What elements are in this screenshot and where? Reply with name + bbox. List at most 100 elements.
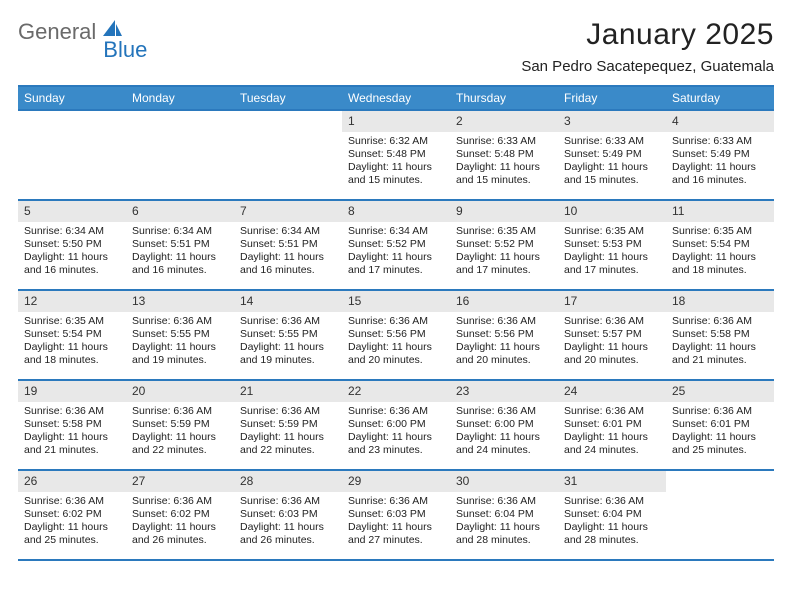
day-number: 14 — [234, 291, 342, 312]
day-number: 25 — [666, 381, 774, 402]
sunset-line: Sunset: 5:54 PM — [24, 328, 120, 341]
day-body: Sunrise: 6:36 AMSunset: 5:59 PMDaylight:… — [234, 402, 342, 464]
daylight-line: Daylight: 11 hours and 25 minutes. — [24, 521, 120, 547]
day-cell: 12Sunrise: 6:35 AMSunset: 5:54 PMDayligh… — [18, 291, 126, 379]
day-cell: 9Sunrise: 6:35 AMSunset: 5:52 PMDaylight… — [450, 201, 558, 289]
day-body: Sunrise: 6:36 AMSunset: 5:58 PMDaylight:… — [666, 312, 774, 374]
day-cell: 4Sunrise: 6:33 AMSunset: 5:49 PMDaylight… — [666, 111, 774, 199]
day-number: 8 — [342, 201, 450, 222]
daylight-line: Daylight: 11 hours and 16 minutes. — [24, 251, 120, 277]
week-row: 26Sunrise: 6:36 AMSunset: 6:02 PMDayligh… — [18, 471, 774, 561]
sunrise-line: Sunrise: 6:36 AM — [456, 405, 552, 418]
day-body: Sunrise: 6:36 AMSunset: 6:04 PMDaylight:… — [558, 492, 666, 554]
week-row: 12Sunrise: 6:35 AMSunset: 5:54 PMDayligh… — [18, 291, 774, 381]
weekday-header: Sunday — [18, 87, 126, 111]
day-body: Sunrise: 6:36 AMSunset: 5:58 PMDaylight:… — [18, 402, 126, 464]
empty-cell — [666, 471, 774, 559]
daylight-line: Daylight: 11 hours and 15 minutes. — [564, 161, 660, 187]
sunrise-line: Sunrise: 6:36 AM — [348, 315, 444, 328]
sunset-line: Sunset: 6:02 PM — [132, 508, 228, 521]
day-cell: 28Sunrise: 6:36 AMSunset: 6:03 PMDayligh… — [234, 471, 342, 559]
day-body: Sunrise: 6:32 AMSunset: 5:48 PMDaylight:… — [342, 132, 450, 194]
sunrise-line: Sunrise: 6:36 AM — [456, 315, 552, 328]
day-body: Sunrise: 6:33 AMSunset: 5:49 PMDaylight:… — [666, 132, 774, 194]
day-number: 21 — [234, 381, 342, 402]
empty-cell — [126, 111, 234, 199]
day-number: 24 — [558, 381, 666, 402]
day-cell: 15Sunrise: 6:36 AMSunset: 5:56 PMDayligh… — [342, 291, 450, 379]
day-cell: 29Sunrise: 6:36 AMSunset: 6:03 PMDayligh… — [342, 471, 450, 559]
daylight-line: Daylight: 11 hours and 19 minutes. — [132, 341, 228, 367]
sunrise-line: Sunrise: 6:36 AM — [348, 405, 444, 418]
day-body: Sunrise: 6:34 AMSunset: 5:52 PMDaylight:… — [342, 222, 450, 284]
sunset-line: Sunset: 5:50 PM — [24, 238, 120, 251]
daylight-line: Daylight: 11 hours and 17 minutes. — [348, 251, 444, 277]
day-number: 2 — [450, 111, 558, 132]
day-number: 20 — [126, 381, 234, 402]
daylight-line: Daylight: 11 hours and 21 minutes. — [24, 431, 120, 457]
daylight-line: Daylight: 11 hours and 20 minutes. — [564, 341, 660, 367]
day-cell: 27Sunrise: 6:36 AMSunset: 6:02 PMDayligh… — [126, 471, 234, 559]
day-cell: 31Sunrise: 6:36 AMSunset: 6:04 PMDayligh… — [558, 471, 666, 559]
sunrise-line: Sunrise: 6:36 AM — [132, 495, 228, 508]
day-number: 9 — [450, 201, 558, 222]
sunrise-line: Sunrise: 6:34 AM — [132, 225, 228, 238]
sunset-line: Sunset: 6:00 PM — [348, 418, 444, 431]
sunset-line: Sunset: 6:01 PM — [672, 418, 768, 431]
daylight-line: Daylight: 11 hours and 28 minutes. — [456, 521, 552, 547]
day-cell: 19Sunrise: 6:36 AMSunset: 5:58 PMDayligh… — [18, 381, 126, 469]
day-body: Sunrise: 6:36 AMSunset: 5:57 PMDaylight:… — [558, 312, 666, 374]
logo-word-general: General — [18, 19, 96, 45]
day-number: 13 — [126, 291, 234, 312]
day-number: 16 — [450, 291, 558, 312]
daylight-line: Daylight: 11 hours and 25 minutes. — [672, 431, 768, 457]
weekday-header: Friday — [558, 87, 666, 111]
sunrise-line: Sunrise: 6:36 AM — [672, 405, 768, 418]
sunrise-line: Sunrise: 6:35 AM — [672, 225, 768, 238]
daylight-line: Daylight: 11 hours and 18 minutes. — [24, 341, 120, 367]
sunset-line: Sunset: 6:03 PM — [240, 508, 336, 521]
daylight-line: Daylight: 11 hours and 17 minutes. — [456, 251, 552, 277]
day-cell: 20Sunrise: 6:36 AMSunset: 5:59 PMDayligh… — [126, 381, 234, 469]
day-body: Sunrise: 6:36 AMSunset: 6:03 PMDaylight:… — [234, 492, 342, 554]
weekday-header-row: SundayMondayTuesdayWednesdayThursdayFrid… — [18, 87, 774, 111]
sunrise-line: Sunrise: 6:36 AM — [24, 495, 120, 508]
sunset-line: Sunset: 6:02 PM — [24, 508, 120, 521]
day-cell: 2Sunrise: 6:33 AMSunset: 5:48 PMDaylight… — [450, 111, 558, 199]
day-body: Sunrise: 6:35 AMSunset: 5:52 PMDaylight:… — [450, 222, 558, 284]
day-cell: 17Sunrise: 6:36 AMSunset: 5:57 PMDayligh… — [558, 291, 666, 379]
daylight-line: Daylight: 11 hours and 16 minutes. — [132, 251, 228, 277]
day-body: Sunrise: 6:36 AMSunset: 5:55 PMDaylight:… — [234, 312, 342, 374]
day-body: Sunrise: 6:35 AMSunset: 5:54 PMDaylight:… — [18, 312, 126, 374]
day-body: Sunrise: 6:36 AMSunset: 6:01 PMDaylight:… — [558, 402, 666, 464]
day-body: Sunrise: 6:33 AMSunset: 5:49 PMDaylight:… — [558, 132, 666, 194]
sunset-line: Sunset: 5:52 PM — [456, 238, 552, 251]
sunset-line: Sunset: 5:55 PM — [240, 328, 336, 341]
day-cell: 30Sunrise: 6:36 AMSunset: 6:04 PMDayligh… — [450, 471, 558, 559]
month-title: January 2025 — [521, 18, 774, 52]
logo: General Blue — [18, 18, 147, 45]
sunset-line: Sunset: 5:59 PM — [132, 418, 228, 431]
sunrise-line: Sunrise: 6:34 AM — [348, 225, 444, 238]
day-cell: 13Sunrise: 6:36 AMSunset: 5:55 PMDayligh… — [126, 291, 234, 379]
sunrise-line: Sunrise: 6:36 AM — [564, 495, 660, 508]
week-row: 5Sunrise: 6:34 AMSunset: 5:50 PMDaylight… — [18, 201, 774, 291]
sunrise-line: Sunrise: 6:36 AM — [132, 315, 228, 328]
calendar-page: General Blue January 2025 San Pedro Saca… — [0, 0, 792, 561]
day-number: 29 — [342, 471, 450, 492]
day-cell: 11Sunrise: 6:35 AMSunset: 5:54 PMDayligh… — [666, 201, 774, 289]
sunrise-line: Sunrise: 6:36 AM — [348, 495, 444, 508]
sunset-line: Sunset: 5:49 PM — [564, 148, 660, 161]
calendar: SundayMondayTuesdayWednesdayThursdayFrid… — [18, 85, 774, 561]
sunset-line: Sunset: 6:04 PM — [564, 508, 660, 521]
sunset-line: Sunset: 5:59 PM — [240, 418, 336, 431]
sunrise-line: Sunrise: 6:36 AM — [564, 405, 660, 418]
day-number: 30 — [450, 471, 558, 492]
day-body: Sunrise: 6:35 AMSunset: 5:53 PMDaylight:… — [558, 222, 666, 284]
week-row: 19Sunrise: 6:36 AMSunset: 5:58 PMDayligh… — [18, 381, 774, 471]
day-number: 3 — [558, 111, 666, 132]
day-number: 12 — [18, 291, 126, 312]
day-cell: 26Sunrise: 6:36 AMSunset: 6:02 PMDayligh… — [18, 471, 126, 559]
day-cell: 22Sunrise: 6:36 AMSunset: 6:00 PMDayligh… — [342, 381, 450, 469]
sunset-line: Sunset: 5:48 PM — [348, 148, 444, 161]
